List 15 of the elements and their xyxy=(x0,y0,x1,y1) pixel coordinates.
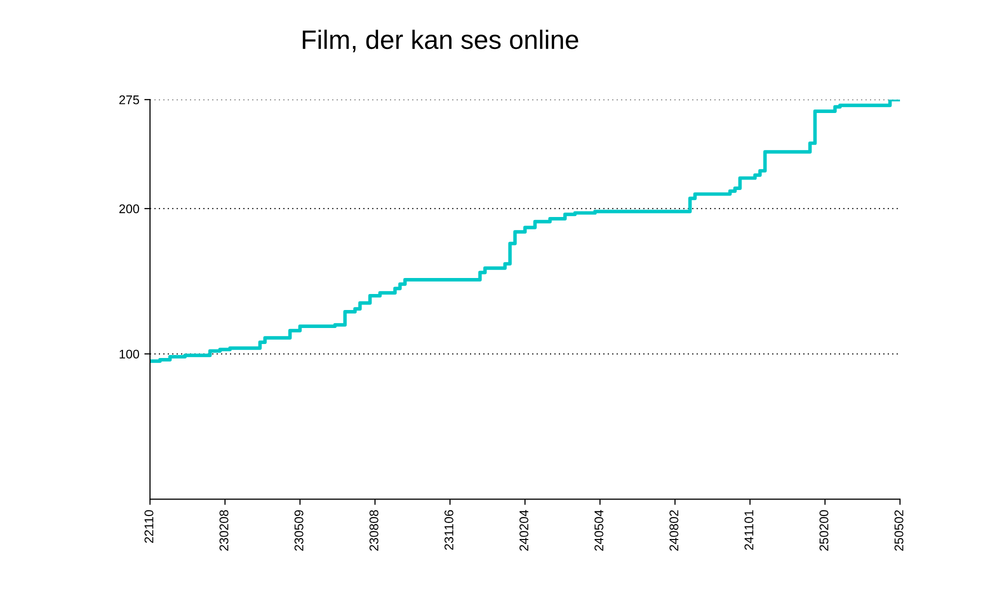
x-tick-label: 231106 xyxy=(444,510,454,550)
x-tick-label: 241101 xyxy=(744,510,754,550)
x-tick-label: 240504 xyxy=(594,510,604,551)
x-tick-label: 240204 xyxy=(520,510,528,551)
x-tick-label: 230208 xyxy=(220,510,228,551)
x-tick-label: 22110 xyxy=(144,510,154,543)
x-tick-label: 250502 xyxy=(894,510,904,551)
y-tick-label: 100 xyxy=(120,350,140,359)
x-tick-label: 230509 xyxy=(294,510,304,551)
x-tick-label: 230808 xyxy=(370,510,378,551)
x-tick-label: 250200 xyxy=(820,510,828,551)
y-tick-label: 275 xyxy=(119,95,140,104)
y-tick-label: 200 xyxy=(119,204,140,214)
chart-title: Film, der kan ses online xyxy=(302,30,578,52)
x-tick-label: 240802 xyxy=(670,510,678,551)
